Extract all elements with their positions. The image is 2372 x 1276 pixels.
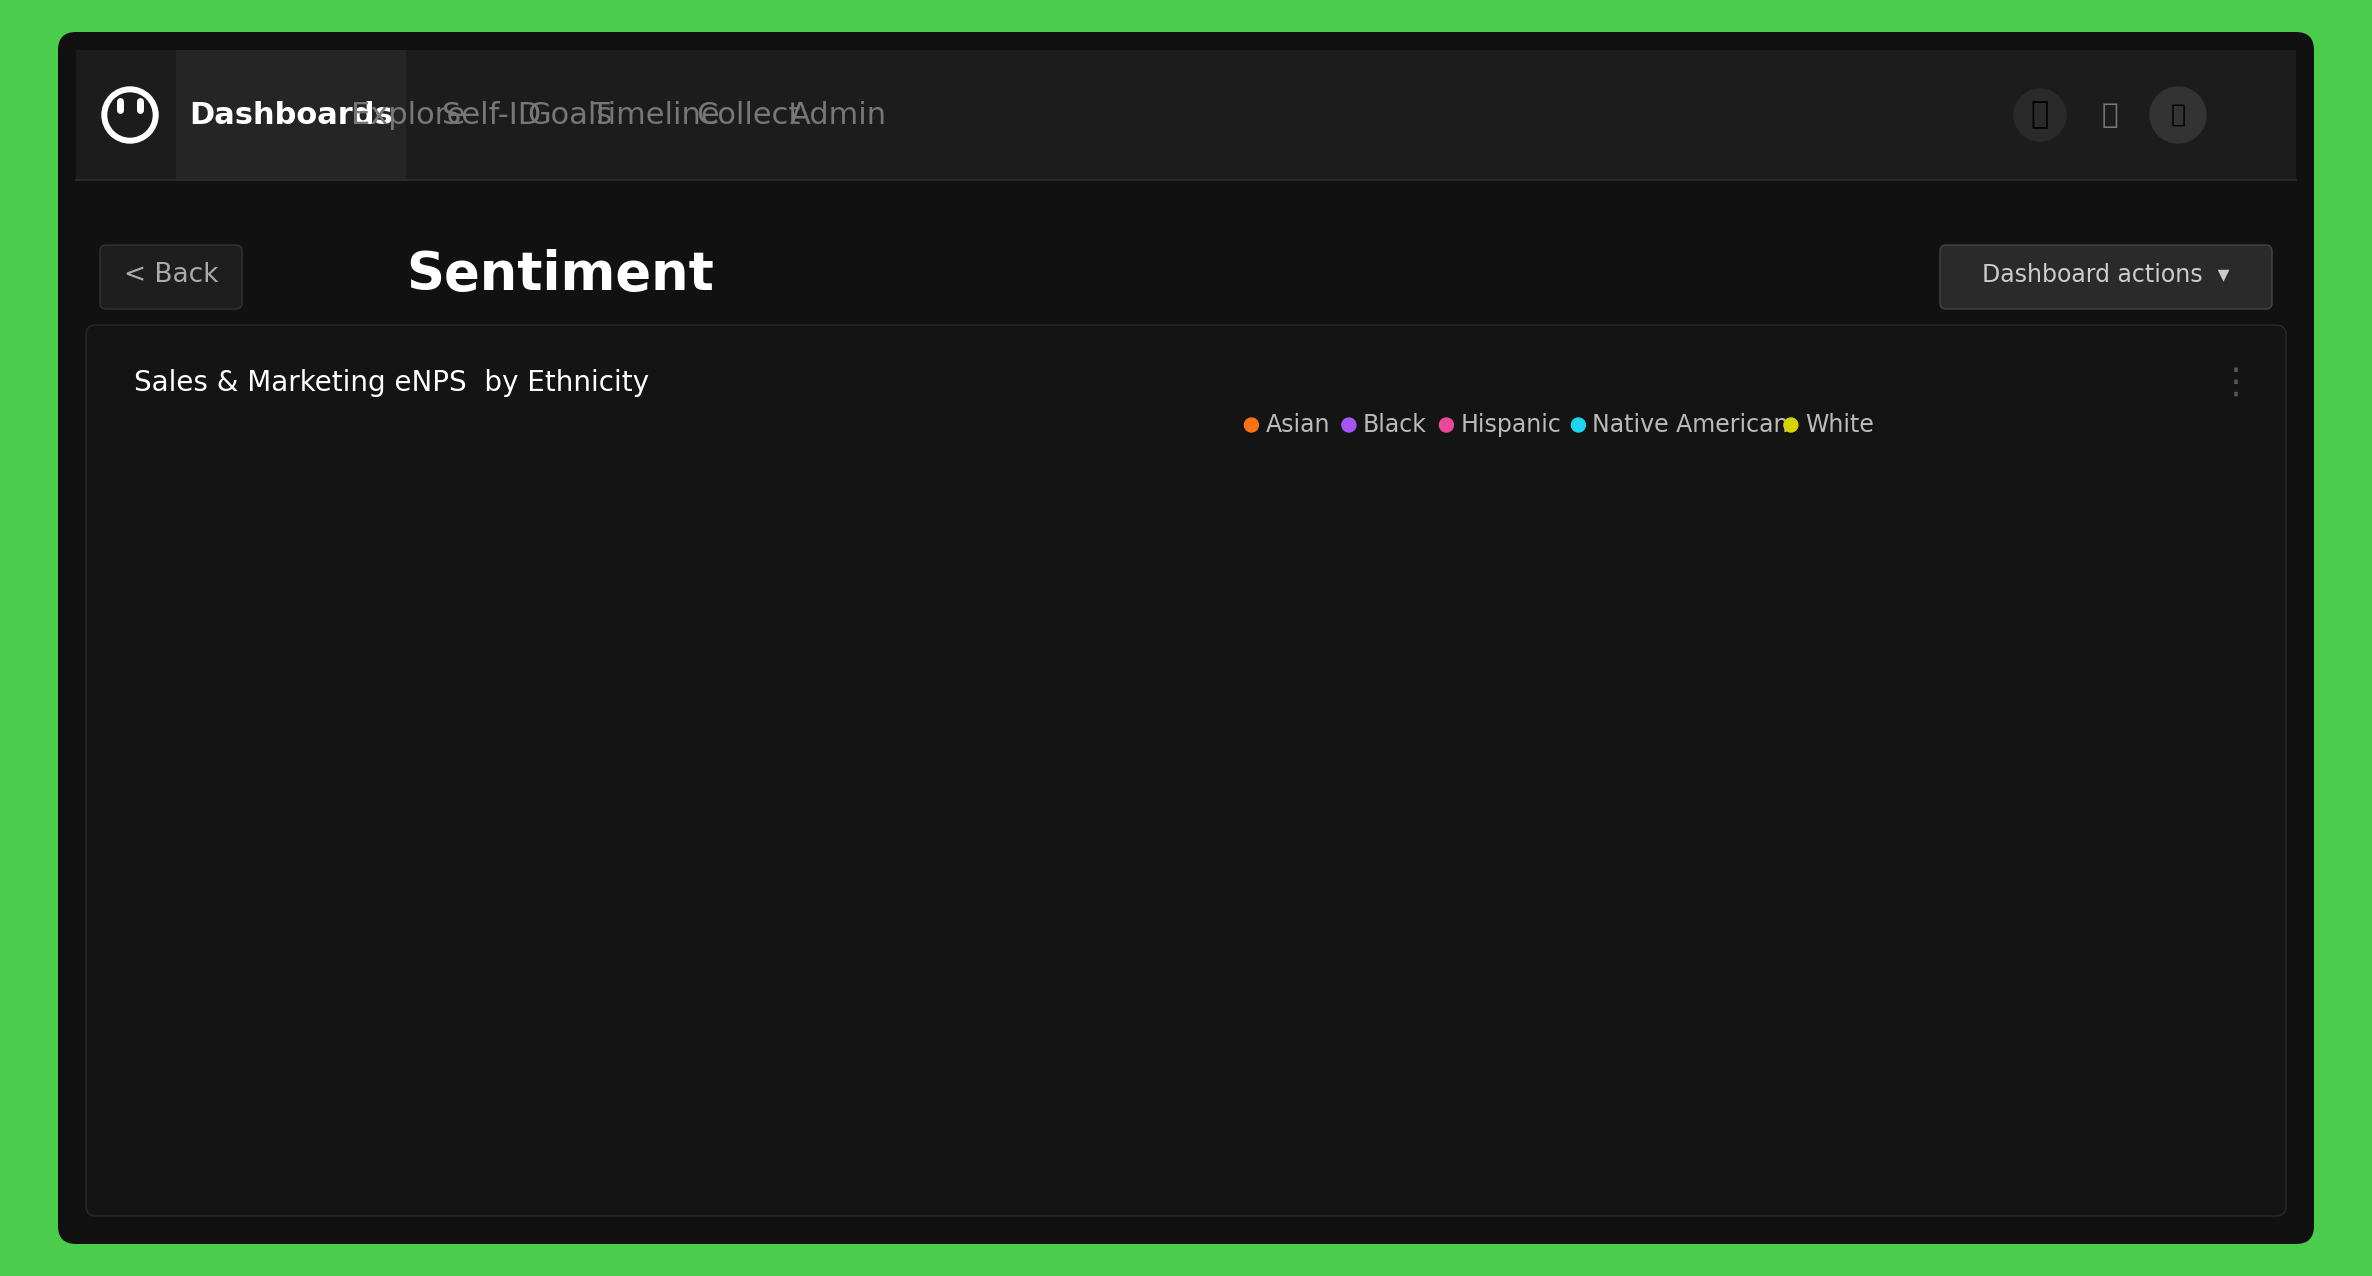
Text: Explore: Explore (351, 101, 465, 129)
Text: Sentiment: Sentiment (406, 249, 714, 301)
FancyBboxPatch shape (85, 325, 2287, 1216)
Bar (176, 50, 406, 180)
Text: Self-ID: Self-ID (444, 101, 541, 129)
Circle shape (1784, 419, 1798, 433)
Circle shape (102, 87, 159, 143)
Text: < Back: < Back (123, 262, 218, 288)
Text: Collect: Collect (695, 101, 799, 129)
Text: Native American: Native American (1592, 413, 1788, 436)
Text: 🔔: 🔔 (2102, 101, 2118, 129)
Text: ⋮: ⋮ (2218, 366, 2253, 399)
Text: Asian: Asian (1264, 413, 1331, 436)
Text: 🌙: 🌙 (2030, 101, 2049, 129)
FancyBboxPatch shape (100, 245, 242, 309)
Text: 9.2: 9.2 (1902, 796, 1933, 815)
Point (1850, 1040, 1888, 1060)
Circle shape (1245, 419, 1260, 433)
Circle shape (1570, 419, 1584, 433)
Text: Admin: Admin (790, 101, 887, 129)
Text: Hispanic: Hispanic (1461, 413, 1561, 436)
Text: Dashboards: Dashboards (190, 101, 394, 129)
Text: White: White (1805, 413, 1874, 436)
Circle shape (2014, 89, 2066, 142)
Text: 7.9: 7.9 (1902, 994, 1933, 1013)
Point (1850, 872, 1888, 892)
Text: 8.7: 8.7 (1902, 873, 1933, 892)
Text: Dashboard actions  ▾: Dashboard actions ▾ (1983, 263, 2230, 287)
Text: Goals: Goals (527, 101, 612, 129)
Point (1850, 994, 1888, 1014)
Text: 8.1: 8.1 (1902, 963, 1933, 983)
Text: Black: Black (1364, 413, 1428, 436)
Point (1850, 963, 1888, 984)
Point (1850, 917, 1888, 938)
Text: 👤: 👤 (2170, 103, 2185, 128)
FancyBboxPatch shape (57, 32, 2315, 1244)
Text: Timeline: Timeline (591, 101, 719, 129)
Circle shape (2149, 87, 2206, 143)
Text: 8.4: 8.4 (1902, 917, 1933, 937)
Bar (76, 50, 2296, 180)
Point (1850, 795, 1888, 815)
Text: 7.6: 7.6 (1902, 1040, 1933, 1059)
Circle shape (1440, 419, 1454, 433)
Circle shape (109, 93, 152, 137)
FancyBboxPatch shape (1940, 245, 2272, 309)
Text: Sales & Marketing eNPS  by Ethnicity: Sales & Marketing eNPS by Ethnicity (133, 369, 650, 397)
Circle shape (1343, 419, 1357, 433)
